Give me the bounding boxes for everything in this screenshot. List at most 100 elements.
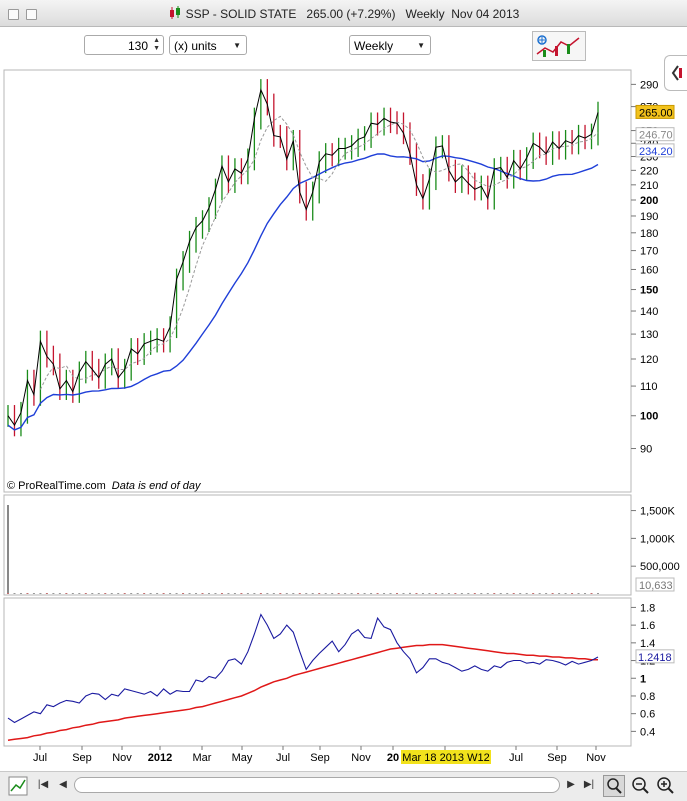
- volume-bar: [331, 593, 334, 594]
- window-minimize-button[interactable]: [26, 9, 37, 20]
- volume-bar: [480, 593, 483, 594]
- volume-bar: [532, 593, 535, 594]
- volume-bar: [143, 593, 146, 594]
- volume-bar: [65, 593, 68, 594]
- volume-bar: [162, 593, 165, 594]
- volume-bar: [97, 593, 100, 594]
- price-bars: [7, 79, 599, 437]
- volume-bar: [104, 593, 107, 594]
- volume-bar: [201, 593, 204, 594]
- volume-bar: [519, 593, 522, 594]
- price-tick-label: 130: [640, 329, 658, 341]
- volume-bar: [493, 593, 496, 594]
- time-tick-label: Sep: [310, 752, 330, 764]
- price-tick-label: 290: [640, 79, 658, 91]
- chevron-down-icon: ▼: [233, 41, 241, 50]
- indicators-button[interactable]: [532, 31, 586, 61]
- window-close-button[interactable]: [8, 9, 19, 20]
- volume-bar: [512, 593, 515, 594]
- scroll-left-button[interactable]: ◀: [59, 779, 67, 790]
- scroll-end-button[interactable]: ▶|: [583, 779, 595, 790]
- date-label: Nov 04 2013: [451, 7, 520, 21]
- window-title: SSP - SOLID STATE 265.00 (+7.29%) Weekly…: [0, 6, 687, 21]
- volume-bar: [110, 593, 113, 594]
- indicator-line: [7, 613, 599, 724]
- time-tick-label: Nov: [586, 752, 606, 764]
- volume-bar: [551, 593, 554, 594]
- toolbar: 130 ▲ ▼ (x) units ▼ Weekly ▼: [0, 27, 687, 91]
- volume-bar: [363, 593, 366, 594]
- volume-bar: [78, 593, 81, 594]
- time-tick-label: Jul: [33, 752, 47, 764]
- volume-bar: [357, 593, 360, 594]
- volume-tick-label: 1,500K: [640, 506, 676, 518]
- period-select[interactable]: Weekly ▼: [349, 35, 431, 55]
- stepper-arrows-icon[interactable]: ▲ ▼: [153, 37, 160, 52]
- bar-count-value: 130: [127, 39, 148, 53]
- volume-bar: [188, 593, 191, 594]
- volume-bar: [318, 593, 321, 594]
- volume-bar: [207, 593, 210, 594]
- volume-bar: [389, 593, 392, 594]
- volume-bar: [227, 593, 230, 594]
- price-tick-label: 90: [640, 444, 652, 456]
- value-tag-label: 246.70: [639, 130, 673, 142]
- value-tag-label: 265.00: [639, 107, 673, 119]
- units-select[interactable]: (x) units ▼: [169, 35, 247, 55]
- time-highlight: [401, 750, 491, 764]
- volume-bar: [253, 593, 256, 594]
- zoom-in-icon[interactable]: [656, 776, 676, 796]
- zoom-out-icon[interactable]: [631, 776, 651, 796]
- volume-bars: [7, 505, 599, 594]
- side-panel-tab[interactable]: [664, 55, 687, 91]
- chart-thumbnail-icon[interactable]: [8, 776, 28, 796]
- indicator-tick-label: 1.8: [640, 602, 655, 614]
- period-select-value: Weekly: [354, 39, 394, 53]
- volume-bar: [240, 593, 243, 594]
- close-line: [7, 88, 599, 427]
- volume-bar: [272, 593, 275, 594]
- volume-bar: [506, 593, 509, 594]
- volume-bar: [136, 593, 139, 594]
- indicator-value-label: 1.2418: [638, 652, 672, 664]
- units-select-value: (x) units: [174, 39, 217, 53]
- price-tick-label: 140: [640, 306, 658, 318]
- time-scrollbar[interactable]: [74, 777, 560, 793]
- time-tick-label: Nov: [351, 752, 371, 764]
- volume-bar: [175, 593, 178, 594]
- ma-long-line: [7, 153, 599, 431]
- indicator-tick-label: 1: [640, 673, 646, 685]
- indicator-axis: 1.81.61.41.210.80.60.41.2418: [631, 602, 675, 738]
- volume-bar: [577, 593, 580, 594]
- price-tick-label: 170: [640, 246, 658, 258]
- indicator-tick-label: 1.6: [640, 620, 655, 632]
- volume-bar: [473, 593, 476, 594]
- volume-bar: [279, 593, 282, 594]
- scroll-start-button[interactable]: |◀: [37, 779, 49, 790]
- volume-bar: [156, 593, 159, 594]
- volume-bar: [285, 593, 288, 594]
- volume-bar: [58, 593, 61, 594]
- volume-bar: [195, 593, 198, 594]
- volume-bar: [292, 593, 295, 594]
- time-tick-label: Jul: [276, 752, 290, 764]
- volume-bar: [428, 593, 431, 594]
- ma-short-line: [39, 115, 599, 390]
- volume-bar: [597, 593, 599, 594]
- bar-count-stepper[interactable]: 130 ▲ ▼: [84, 35, 164, 55]
- volume-bar: [220, 593, 223, 594]
- zoom-tool-icon[interactable]: [603, 775, 625, 797]
- volume-bar: [499, 593, 502, 594]
- volume-value-label: 10,633: [639, 580, 673, 592]
- price-tick-label: 200: [640, 195, 658, 207]
- volume-bar: [298, 593, 301, 594]
- volume-bar: [7, 593, 9, 594]
- volume-bar: [415, 593, 418, 594]
- chevron-left-icon: [671, 65, 682, 81]
- time-tick-label: May: [232, 752, 253, 764]
- volume-bar: [486, 593, 489, 594]
- volume-bar: [13, 593, 16, 594]
- volume-bar: [71, 593, 74, 594]
- scroll-right-button[interactable]: ▶: [567, 779, 575, 790]
- watermark: © ProRealTime.com Data is end of day: [7, 480, 202, 492]
